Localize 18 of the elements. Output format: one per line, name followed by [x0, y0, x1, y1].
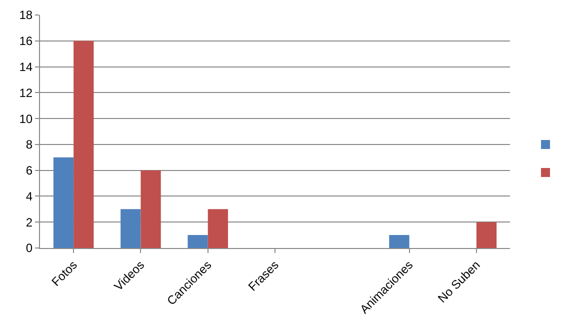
- bar: [208, 209, 228, 248]
- y-tick-label: 2: [26, 215, 33, 230]
- y-tick-label: 6: [26, 164, 33, 178]
- bar: [389, 235, 410, 248]
- bar: [476, 222, 497, 248]
- y-tick-label: 10: [19, 112, 33, 126]
- y-tick-label: 4: [26, 189, 33, 204]
- y-tick-label: 8: [26, 138, 33, 152]
- bar: [53, 157, 74, 248]
- bar: [120, 209, 141, 248]
- y-tick-label: 16: [19, 34, 33, 48]
- bar: [140, 170, 161, 248]
- y-tick-label: 0: [26, 241, 33, 256]
- bar: [188, 235, 208, 248]
- bar: [74, 40, 94, 248]
- y-tick-label: 18: [19, 8, 33, 22]
- y-tick-label: 14: [19, 60, 33, 74]
- y-tick-label: 12: [19, 86, 33, 100]
